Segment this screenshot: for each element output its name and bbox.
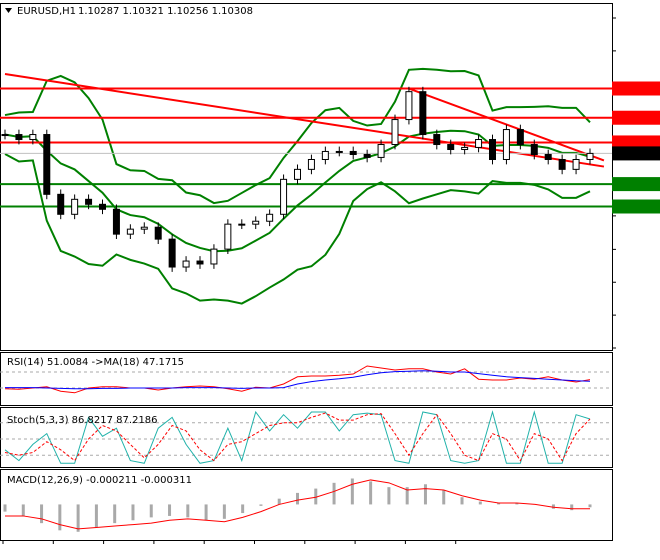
series-main — [4, 410, 591, 464]
candle — [377, 144, 385, 158]
macd-title: MACD(12,26,9) -0.000211 -0.000311 — [7, 475, 192, 486]
candle — [391, 119, 399, 146]
series-signal — [5, 479, 590, 530]
dropdown-triangle-icon[interactable] — [5, 8, 12, 13]
candle — [419, 91, 427, 136]
candle — [349, 150, 357, 156]
level-tag — [612, 135, 660, 150]
header: EURUSD,H1 1.10287 1.10321 1.10256 1.1030… — [5, 6, 253, 17]
candle — [558, 158, 566, 170]
panel-frame-2 — [0, 407, 613, 468]
candle — [363, 154, 371, 158]
candle — [461, 146, 469, 151]
candle — [586, 152, 594, 160]
candle — [85, 198, 93, 205]
candle — [182, 260, 190, 268]
candle — [210, 248, 218, 265]
level-tag — [612, 177, 660, 192]
candle — [572, 158, 580, 170]
candle — [1, 134, 9, 137]
series-ma18 — [5, 370, 591, 390]
candle — [516, 129, 524, 146]
candle — [530, 144, 538, 156]
candle — [112, 208, 120, 235]
series-rsi14 — [4, 365, 591, 394]
candle — [294, 168, 301, 180]
candle — [238, 223, 246, 226]
symbol-label: EURUSD,H1 — [17, 6, 76, 17]
candle — [168, 238, 176, 268]
candle — [502, 129, 510, 160]
candle — [57, 193, 65, 215]
candle — [252, 220, 260, 225]
bollinger-middle-band — [4, 129, 591, 253]
candle — [280, 178, 288, 215]
candle — [71, 198, 79, 215]
panel-frame-0 — [0, 3, 613, 351]
candle — [307, 158, 315, 170]
bollinger-upper-band — [4, 67, 591, 205]
candle — [405, 91, 413, 121]
level-tag — [612, 110, 660, 125]
trendline — [408, 87, 605, 162]
candle — [447, 144, 455, 151]
stoch-title: Stoch(5,3,3) 86.8217 87.2186 — [7, 415, 158, 426]
level-tag — [612, 81, 660, 96]
candle — [196, 260, 204, 265]
candle — [140, 226, 148, 230]
candle — [433, 134, 441, 146]
panel-frame-1 — [0, 352, 613, 406]
panel-frame-3 — [0, 469, 613, 541]
level-tag — [612, 199, 660, 214]
candle — [475, 139, 483, 148]
candle — [15, 134, 23, 141]
candle — [126, 228, 134, 235]
candle — [154, 226, 162, 240]
candle — [489, 139, 496, 160]
current-price-tag — [612, 146, 660, 161]
candle — [43, 134, 51, 195]
ohlc-label: 1.10287 1.10321 1.10256 1.10308 — [78, 6, 253, 17]
candle — [99, 203, 106, 210]
candle — [335, 150, 343, 153]
bollinger-lower-band — [4, 153, 591, 305]
candle — [544, 154, 552, 160]
candle — [224, 223, 232, 250]
candle — [29, 134, 37, 141]
rsi-title: RSI(14) 51.0084 ->MA(18) 47.1715 — [7, 357, 184, 368]
candle — [321, 150, 329, 160]
series-signal — [4, 412, 591, 462]
candle — [266, 213, 274, 222]
